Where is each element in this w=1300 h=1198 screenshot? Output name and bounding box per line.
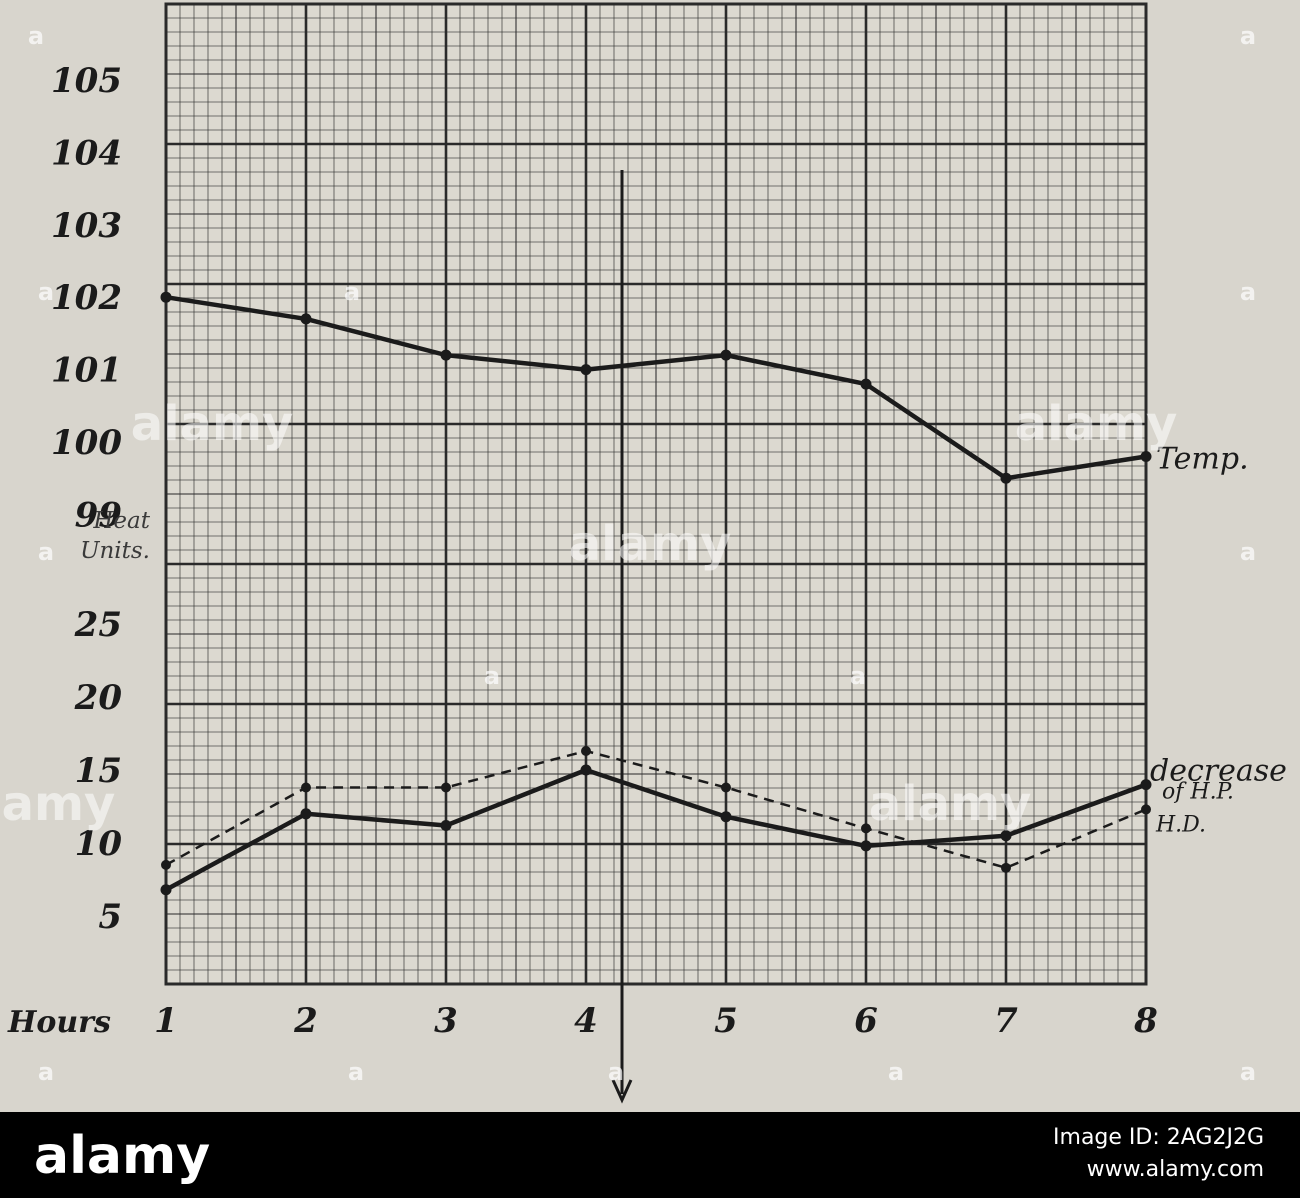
footer-image-info: Image ID: 2AG2J2G www.alamy.com: [1053, 1122, 1264, 1186]
watermark-mark: a: [608, 1058, 624, 1086]
data-point: [1141, 804, 1151, 815]
x-axis-title: Hours: [7, 1005, 111, 1040]
watermark-mark: a: [1240, 538, 1256, 566]
data-point: [1000, 830, 1012, 842]
data-point: [161, 859, 171, 870]
data-point: [580, 364, 592, 376]
footer-logo: alamy: [34, 1126, 211, 1186]
data-point: [300, 808, 312, 820]
grid: [164, 2, 1148, 986]
data-point: [581, 746, 591, 757]
data-point: [861, 823, 871, 834]
watermark-mark: a: [38, 278, 54, 306]
data-point: [301, 782, 311, 793]
marker-arrow-head: [611, 1079, 633, 1104]
watermark-word: alamy: [569, 516, 732, 572]
watermark-mark: a: [38, 538, 54, 566]
temp-tick-label: 100: [51, 423, 122, 463]
heat-units-label: Units.: [80, 538, 150, 564]
x-tick-label: 3: [434, 1001, 458, 1041]
temp-tick-label: 102: [51, 278, 122, 318]
watermark-mark: a: [1240, 22, 1256, 50]
heat-tick-label: 15: [75, 751, 122, 791]
x-tick-label: 7: [994, 1001, 1018, 1041]
series-label-hd: H.D.: [1155, 812, 1206, 837]
heat-tick-label: 20: [74, 678, 123, 718]
footer-image-id: Image ID: 2AG2J2G: [1053, 1125, 1264, 1150]
x-tick-label: 2: [293, 1001, 318, 1041]
temp-tick-label: 105: [51, 61, 122, 101]
data-point: [721, 782, 731, 793]
watermark-mark: a: [28, 22, 44, 50]
data-point: [441, 782, 451, 793]
temp-tick-label: 104: [51, 133, 122, 173]
watermark-word: alamy: [131, 396, 294, 452]
data-point: [1001, 862, 1011, 873]
x-tick-label: 8: [1133, 1001, 1158, 1041]
x-tick-label: 4: [574, 1001, 598, 1041]
heat-tick-label: 10: [75, 824, 123, 864]
chart: 10510410310210110099252015105HeatUnits.1…: [0, 2, 1287, 1104]
data-point: [860, 840, 872, 852]
watermark-mark: a: [348, 1058, 364, 1086]
series-line-hp: [165, 749, 1147, 870]
watermark-mark: a: [484, 662, 500, 690]
data-point: [860, 378, 872, 390]
heat-tick-label: 5: [98, 897, 122, 937]
watermark-mark: a: [888, 1058, 904, 1086]
data-point: [720, 811, 732, 823]
axes: 10510410310210110099252015105HeatUnits.1…: [7, 61, 1158, 1104]
x-tick-label: 5: [714, 1001, 738, 1041]
watermark-word: alamy: [1015, 396, 1178, 452]
series: [160, 291, 1152, 896]
temp-tick-label: 99: [75, 495, 122, 535]
watermark-mark: a: [38, 1058, 54, 1086]
watermark-mark: a: [1240, 1058, 1256, 1086]
data-point: [1000, 472, 1012, 484]
data-point: [160, 884, 172, 896]
data-point: [440, 349, 452, 361]
data-point: [1140, 450, 1152, 462]
x-tick-label: 1: [154, 1001, 178, 1041]
series-line-hd: [164, 767, 1147, 892]
watermark-mark: a: [344, 278, 360, 306]
data-point: [440, 819, 452, 831]
watermark-word: alamy: [869, 776, 1032, 832]
data-point: [720, 349, 732, 361]
data-point: [580, 764, 592, 776]
watermark-word: alamy: [0, 776, 115, 832]
watermark-mark: a: [850, 662, 866, 690]
temp-tick-label: 101: [51, 351, 122, 391]
series-label-temp: Temp.: [1156, 441, 1249, 476]
footer-website: www.alamy.com: [1086, 1157, 1264, 1182]
data-point: [1140, 779, 1152, 791]
data-point: [300, 313, 312, 325]
watermark: a a a a a a a a a a a a a a alamy alamy alamy alamy alamy: [0, 22, 1256, 1086]
heat-units-label: Heat: [92, 508, 150, 534]
heat-tick-label: 25: [74, 605, 122, 645]
temp-tick-label: 103: [51, 206, 122, 246]
series-label-hp: decrease: [1150, 754, 1287, 789]
series-label-hp: of H.P.: [1162, 780, 1234, 805]
watermark-mark: a: [1240, 278, 1256, 306]
x-tick-label: 6: [854, 1001, 878, 1041]
series-line-temp: [165, 294, 1147, 481]
data-point: [160, 291, 172, 303]
footer-bar: alamy Image ID: 2AG2J2G www.alamy.com: [0, 1112, 1300, 1198]
